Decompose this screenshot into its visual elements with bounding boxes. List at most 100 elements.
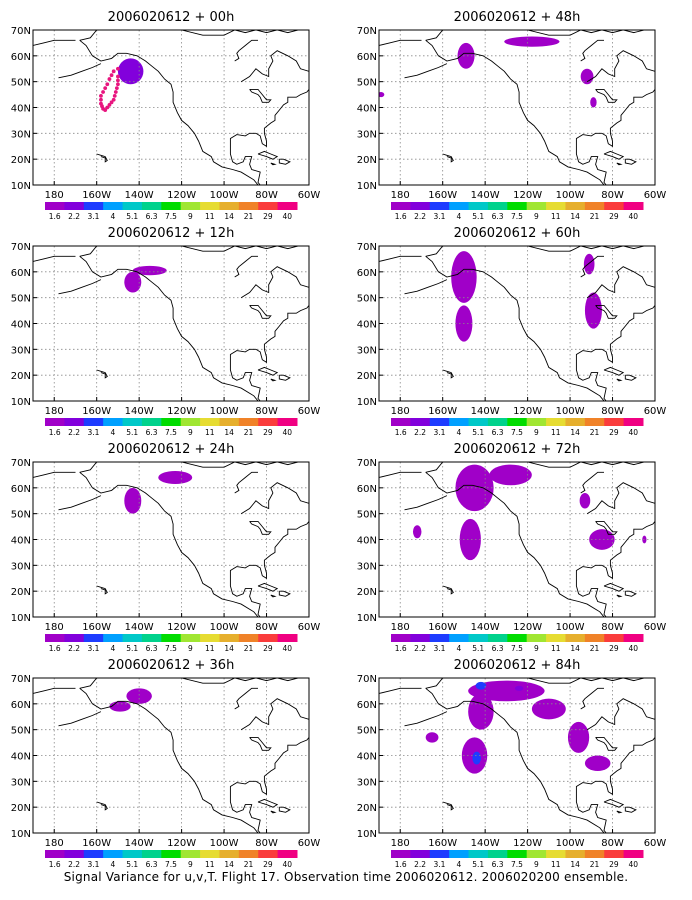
colorbar: 1.6 2.2 3.1 4 5.1 6.3 7.5 9 11 14 21 29 40 <box>391 634 644 653</box>
x-tick-label: 120W <box>167 406 196 417</box>
y-tick-label: 70N <box>357 458 377 469</box>
coastline <box>379 471 422 478</box>
colorbar-label: 14 <box>570 212 580 221</box>
colorbar-label: 7.5 <box>165 212 177 221</box>
coastline <box>425 246 655 257</box>
coastline <box>425 255 605 401</box>
colorbar-swatch <box>391 634 411 642</box>
colorbar-label: 1.6 <box>395 428 407 437</box>
y-tick-label: 40N <box>357 104 377 115</box>
coastline <box>240 482 309 515</box>
variance-region <box>589 529 615 550</box>
colorbar-swatch <box>103 202 124 210</box>
y-tick-label: 40N <box>11 320 31 331</box>
coastline <box>442 369 454 379</box>
y-tick-label: 30N <box>357 129 377 140</box>
colorbar-label: 5.1 <box>126 644 138 653</box>
colorbar-swatch <box>604 850 625 858</box>
colorbar-label: 21 <box>244 428 254 437</box>
coastline <box>79 246 309 257</box>
coastline <box>595 736 618 751</box>
colorbar-swatch <box>410 202 431 210</box>
coastline <box>278 158 291 165</box>
colorbar-swatch <box>141 418 162 426</box>
coastline <box>33 255 76 262</box>
colorbar-label: 3.1 <box>433 860 445 869</box>
coastline <box>234 255 258 278</box>
variance-region <box>457 42 475 69</box>
flight-track-point <box>116 74 120 79</box>
coastline <box>442 153 454 163</box>
panel-title: 2006020612 + 00h <box>108 10 235 25</box>
colorbar-label: 5.1 <box>472 860 484 869</box>
colorbar-label: 40 <box>283 428 293 437</box>
colorbar-swatch <box>487 850 508 858</box>
flight-track-point <box>105 105 110 110</box>
colorbar-swatch <box>161 202 182 210</box>
colorbar-swatch <box>258 418 279 426</box>
colorbar-label: 21 <box>590 644 600 653</box>
colorbar-swatch <box>584 418 605 426</box>
colorbar: 1.6 2.2 3.1 4 5.1 6.3 7.5 9 11 14 21 29 40 <box>45 202 298 221</box>
colorbar-label: 6.3 <box>492 860 504 869</box>
flight-track-point <box>114 86 119 91</box>
colorbar-swatch <box>45 202 65 210</box>
variance-region <box>379 92 385 98</box>
colorbar-swatch <box>468 634 489 642</box>
coastline <box>79 471 259 617</box>
coastline <box>257 366 279 376</box>
y-tick-label: 30N <box>357 345 377 356</box>
colorbar-label: 7.5 <box>511 212 523 221</box>
x-tick-label: 100W <box>210 406 239 417</box>
variance-region <box>455 464 494 512</box>
coastline <box>229 89 309 185</box>
colorbar-label: 1.6 <box>49 428 61 437</box>
variance-region <box>584 755 611 771</box>
colorbar-label: 11 <box>205 644 215 653</box>
x-tick-label: 140W <box>125 838 154 849</box>
colorbar-label: 3.1 <box>87 212 99 221</box>
colorbar-label: 6.3 <box>492 428 504 437</box>
x-tick-label: 120W <box>513 622 542 633</box>
coastline <box>425 678 655 689</box>
flight-track-point <box>103 108 108 112</box>
colorbar-label: 9 <box>534 860 539 869</box>
coastline <box>270 162 277 166</box>
coastline <box>58 495 102 511</box>
colorbar-label: 1.6 <box>49 212 61 221</box>
coastline <box>595 304 618 319</box>
colorbar-swatch <box>122 634 143 642</box>
colorbar-swatch <box>604 418 625 426</box>
flight-track-point <box>103 86 108 91</box>
variance-region <box>425 732 439 743</box>
x-tick-label: 120W <box>513 406 542 417</box>
x-tick-label: 80W <box>601 406 624 417</box>
colorbar-swatch <box>449 850 470 858</box>
variance-region <box>583 253 595 275</box>
coastline <box>79 30 309 41</box>
coastline <box>249 520 272 535</box>
colorbar-swatch <box>507 850 528 858</box>
y-tick-label: 50N <box>357 294 377 305</box>
x-tick-label: 60W <box>644 622 667 633</box>
colorbar-label: 1.6 <box>395 212 407 221</box>
colorbar-label: 3.1 <box>433 644 445 653</box>
colorbar-label: 2.2 <box>68 212 80 221</box>
x-tick-label: 100W <box>210 622 239 633</box>
colorbar-label: 11 <box>551 860 561 869</box>
plot-area <box>33 678 309 833</box>
colorbar-label: 5.1 <box>126 212 138 221</box>
x-tick-label: 160W <box>82 838 111 849</box>
x-tick-label: 140W <box>471 838 500 849</box>
flight-track-point <box>109 73 114 78</box>
y-tick-label: 20N <box>357 371 377 382</box>
colorbar-label: 40 <box>629 644 639 653</box>
colorbar-label: 29 <box>263 644 273 653</box>
x-tick-label: 80W <box>255 622 278 633</box>
plot-area <box>379 678 655 833</box>
y-tick-label: 70N <box>11 26 31 37</box>
colorbar-label: 3.1 <box>87 860 99 869</box>
plot-area <box>33 246 309 401</box>
coastline <box>404 495 448 511</box>
coastline <box>580 687 604 710</box>
